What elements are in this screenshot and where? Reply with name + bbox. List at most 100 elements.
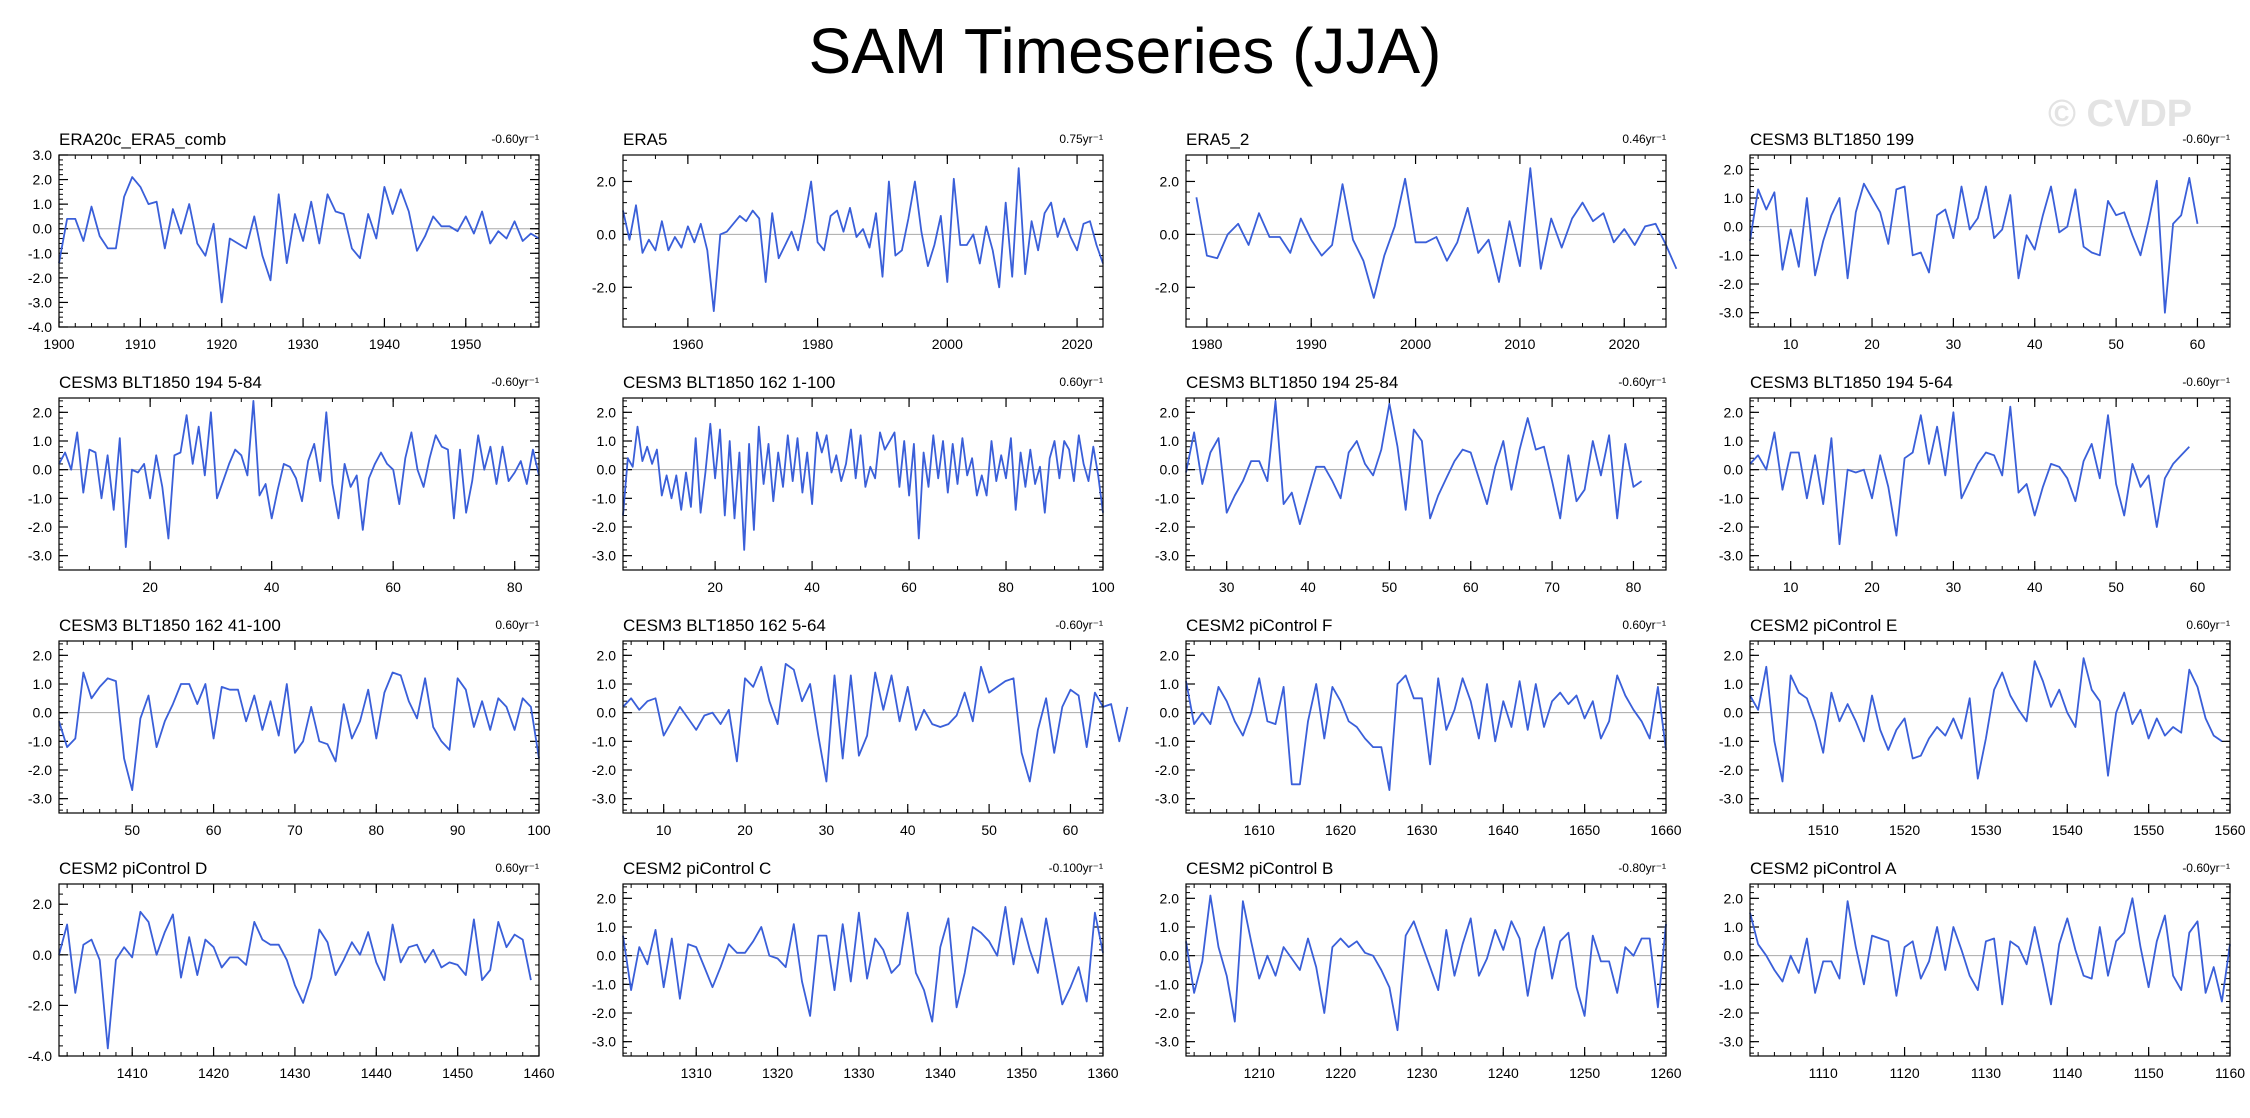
panel-trend: 0.60yr⁻¹ [495,618,539,632]
y-tick-label: -3.0 [592,1034,616,1050]
x-tick-label: 20 [737,822,753,838]
x-tick-label: 60 [2190,579,2206,595]
y-tick-label: 0.0 [33,462,53,478]
y-tick-label: -3.0 [1155,548,1179,564]
y-tick-label: 2.0 [1724,161,1744,177]
y-tick-label: 2.0 [597,173,617,189]
x-tick-label: 1540 [2052,822,2083,838]
x-tick-label: 100 [527,822,551,838]
x-tick-label: 20 [707,579,723,595]
y-tick-label: -3.0 [592,791,616,807]
y-tick-label: -2.0 [1719,762,1743,778]
panel-body: CESM3 BLT1850 194 25-84 -0.60yr⁻¹ 2.0 1.0 0.… [1155,373,1667,595]
y-tick-label: 1.0 [1724,190,1744,206]
y-tick-label: 1.0 [1160,919,1180,935]
y-tick-label: -3.0 [1719,305,1743,321]
series-line [58,671,540,792]
panel-3: ERA5_2 0.46yr⁻¹ 2.0 0.0 -2.0 1980 1990 2000 2010… [1155,130,1678,352]
x-tick-label: 20 [1864,579,1880,595]
y-tick-label: 2.0 [1724,890,1744,906]
panel-trend: -0.60yr⁻¹ [2182,861,2230,875]
panel-trend: -0.80yr⁻¹ [1618,861,1666,875]
panel-body: CESM2 piControl F 0.60yr⁻¹ 2.0 1.0 0.0 -1.0 -2… [1155,616,1682,838]
x-tick-label: 20 [1864,336,1880,352]
x-tick-label: 60 [385,579,401,595]
panel-trend: -0.60yr⁻¹ [1055,618,1103,632]
x-tick-label: 60 [1063,822,1079,838]
x-tick-label: 1210 [1244,1065,1275,1081]
series-line [622,422,1104,551]
y-tick-label: 2.0 [597,647,617,663]
y-tick-label: -3.0 [1719,548,1743,564]
x-tick-label: 1440 [361,1065,392,1081]
panel-11: CESM2 piControl F 0.60yr⁻¹ 2.0 1.0 0.0 -1.0 -2… [1155,616,1682,838]
panel-trend: 0.46yr⁻¹ [1622,132,1666,146]
panel-trend: 0.60yr⁻¹ [2186,618,2230,632]
y-tick-label: 0.0 [597,462,617,478]
panel-trend: -0.100yr⁻¹ [1049,861,1103,875]
y-tick-label: -2.0 [28,997,52,1013]
x-tick-label: 1160 [2215,1065,2245,1081]
series-line [1749,176,2199,314]
x-tick-label: 40 [2027,336,2043,352]
series-line [622,662,1129,783]
x-tick-label: 1150 [2134,1065,2164,1081]
y-tick-label: 0.0 [1724,219,1744,235]
x-tick-label: 2020 [1061,336,1092,352]
x-tick-label: 40 [900,822,916,838]
panel-title: CESM2 piControl E [1750,616,1897,635]
panel-body: CESM3 BLT1850 162 5-64 -0.60yr⁻¹ 2.0 1.0 0.0… [592,616,1129,838]
plot-frame [58,883,540,1057]
x-tick-label: 10 [1783,579,1799,595]
x-tick-label: 2020 [1609,336,1640,352]
series-line [1749,405,2190,546]
x-tick-label: 1990 [1296,336,1327,352]
x-tick-label: 1110 [1809,1065,1838,1081]
y-tick-label: 3.0 [33,147,53,163]
y-tick-label: -2.0 [1719,1005,1743,1021]
y-tick-label: -2.0 [592,279,616,295]
y-tick-label: 1.0 [597,676,617,692]
y-tick-label: 2.0 [1160,890,1180,906]
x-tick-label: 1230 [1406,1065,1437,1081]
x-tick-label: 1250 [1569,1065,1600,1081]
panel-2: ERA5 0.75yr⁻¹ 2.0 0.0 -2.0 1960 1980 2000 2020 [592,130,1104,352]
y-tick-label: 0.0 [1724,462,1744,478]
plot-frame [622,397,1104,571]
y-tick-label: -1.0 [28,490,52,506]
x-tick-label: 40 [2027,579,2043,595]
y-tick-label: -1.0 [592,490,616,506]
x-tick-label: 100 [1091,579,1115,595]
x-tick-label: 1310 [681,1065,712,1081]
y-tick-label: 2.0 [1160,647,1180,663]
y-tick-label: 0.0 [1160,948,1180,964]
y-tick-label: 1.0 [33,433,53,449]
x-tick-label: 1260 [1650,1065,1681,1081]
panel-title: CESM3 BLT1850 162 5-64 [623,616,826,635]
plot-frame [1185,640,1667,814]
x-tick-label: 50 [981,822,997,838]
x-tick-label: 10 [1783,336,1799,352]
panel-body: ERA5_2 0.46yr⁻¹ 2.0 0.0 -2.0 1980 1990 2000 2010… [1155,130,1678,352]
x-tick-label: 1130 [1971,1065,2001,1081]
x-tick-label: 60 [1463,579,1479,595]
x-tick-label: 1610 [1244,822,1275,838]
y-tick-label: -2.0 [1719,276,1743,292]
panel-body: CESM2 piControl A -0.60yr⁻¹ 2.0 1.0 0.0 -1.0 -… [1719,859,2245,1081]
x-tick-label: 50 [124,822,140,838]
panel-body: CESM2 piControl C -0.100yr⁻¹ 2.0 1.0 0.0 -1.0… [592,859,1119,1081]
y-tick-label: 2.0 [1724,404,1744,420]
y-tick-label: 2.0 [1160,404,1180,420]
y-tick-label: 0.0 [33,947,53,963]
panel-trend: 0.60yr⁻¹ [1622,618,1666,632]
panel-title: CESM3 BLT1850 199 [1750,130,1914,149]
y-tick-label: -4.0 [28,319,52,335]
y-tick-label: -3.0 [1155,1034,1179,1050]
y-tick-label: -3.0 [28,548,52,564]
series-line [1185,400,1643,525]
panel-trend: -0.60yr⁻¹ [491,375,539,389]
x-tick-label: 30 [1219,579,1235,595]
panel-title: CESM2 piControl F [1186,616,1332,635]
panel-13: CESM2 piControl D 0.60yr⁻¹ 2.0 0.0 -2.0 -4.0 1… [28,859,555,1081]
x-tick-label: 1640 [1488,822,1519,838]
